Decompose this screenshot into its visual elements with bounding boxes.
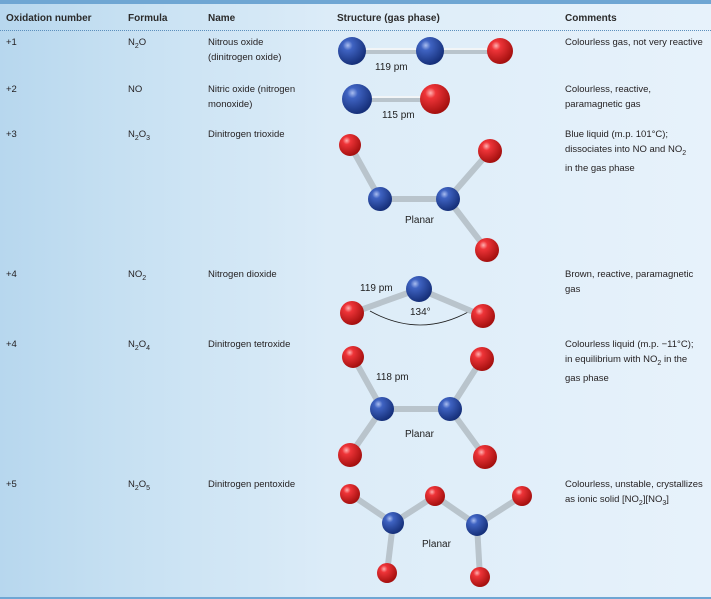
structure-n2o5: Planar: [330, 477, 560, 595]
bottom-rule: [0, 597, 711, 599]
oxygen-atom: [487, 38, 513, 64]
header-structure: Structure (gas phase): [337, 13, 440, 24]
nitrogen-atom: [342, 84, 372, 114]
compound-name: Nitrogen dioxide: [208, 269, 277, 280]
nitrogen-atom: [438, 397, 462, 421]
oxygen-atom: [338, 443, 362, 467]
oxygen-atom: [473, 445, 497, 469]
header-oxidation: Oxidation number: [6, 13, 92, 24]
formula: N2O: [128, 37, 147, 50]
table-row: +5 N2O5 Dinitrogen pentoxide Planar: [0, 477, 711, 595]
nitrogen-atom: [466, 514, 488, 536]
oxidation-number: +4: [6, 339, 17, 350]
structure-no: 115 pm: [330, 82, 560, 127]
top-rule: [0, 0, 711, 4]
bond-length-label: 118 pm: [376, 372, 409, 383]
table-row: +2 NO Nitric oxide (nitrogen monoxide) 11…: [0, 82, 711, 127]
bond-angle-label: 134°: [410, 307, 431, 318]
oxygen-atom: [342, 346, 364, 368]
geometry-label: Planar: [405, 215, 435, 226]
nitrogen-atom: [382, 512, 404, 534]
comment: Colourless liquid (m.p. −11°C); in equil…: [565, 339, 694, 384]
oxygen-atom: [425, 486, 445, 506]
oxygen-atom: [475, 238, 499, 262]
formula: N2O3: [128, 129, 151, 142]
header-formula: Formula: [128, 13, 168, 24]
oxidation-number: +3: [6, 129, 17, 140]
nitrogen-atom: [370, 397, 394, 421]
structure-n2o3: Planar: [330, 127, 560, 267]
table-header: Oxidation number Formula Name Structure …: [0, 4, 711, 31]
oxygen-atom: [339, 134, 361, 156]
oxygen-atom: [471, 304, 495, 328]
comment: Colourless, unstable, crystallizes as io…: [565, 479, 703, 507]
header-comments: Comments: [565, 13, 617, 24]
formula: N2O5: [128, 479, 151, 492]
oxygen-atom: [340, 301, 364, 325]
table-row: +3 N2O3 Dinitrogen trioxide Planar Blue …: [0, 127, 711, 267]
oxygen-atom: [478, 139, 502, 163]
oxygen-atom: [470, 347, 494, 371]
oxidation-number: +2: [6, 84, 17, 95]
compound-name: Nitric oxide (nitrogen monoxide): [208, 84, 296, 110]
formula: NO2: [128, 269, 147, 282]
nitrogen-atom: [436, 187, 460, 211]
structure-n2o: 119 pm: [330, 35, 560, 80]
geometry-label: Planar: [422, 539, 452, 550]
comment: Blue liquid (m.p. 101°C); dissociates in…: [565, 129, 687, 174]
structure-n2o4: 118 pm Planar: [330, 337, 560, 477]
nitrogen-atom: [368, 187, 392, 211]
table-row: +1 N2O Nitrous oxide (dinitrogen oxide) 1…: [0, 35, 711, 80]
oxygen-atom: [420, 84, 450, 114]
oxidation-number: +5: [6, 479, 17, 490]
oxygen-atom: [377, 563, 397, 583]
structure-no2: 119 pm 134°: [330, 267, 560, 337]
table-row: +4 N2O4 Dinitrogen tetroxide 118 pm Plan…: [0, 337, 711, 477]
bond-length-label: 115 pm: [382, 110, 415, 121]
formula: N2O4: [128, 339, 151, 352]
comment: Colourless, reactive, paramagnetic gas: [565, 84, 652, 110]
comment: Colourless gas, not very reactive: [565, 37, 703, 48]
bond-length-label: 119 pm: [360, 283, 393, 294]
nitrogen-atom: [406, 276, 432, 302]
compound-name: Nitrous oxide (dinitrogen oxide): [208, 37, 282, 63]
oxygen-atom: [512, 486, 532, 506]
compound-name: Dinitrogen pentoxide: [208, 479, 296, 490]
geometry-label: Planar: [405, 429, 435, 440]
nitrogen-atom: [416, 37, 444, 65]
oxidation-number: +4: [6, 269, 17, 280]
compound-name: Dinitrogen tetroxide: [208, 339, 291, 350]
nitrogen-atom: [338, 37, 366, 65]
oxygen-atom: [470, 567, 490, 587]
comment: Brown, reactive, paramagnetic gas: [565, 269, 694, 295]
header-name: Name: [208, 13, 236, 24]
compound-name: Dinitrogen trioxide: [208, 129, 285, 140]
table-row: +4 NO2 Nitrogen dioxide 119 pm 134° Brow…: [0, 267, 711, 337]
oxidation-number: +1: [6, 37, 17, 48]
bond-length-label: 119 pm: [375, 62, 408, 73]
formula: NO: [128, 84, 143, 95]
oxygen-atom: [340, 484, 360, 504]
